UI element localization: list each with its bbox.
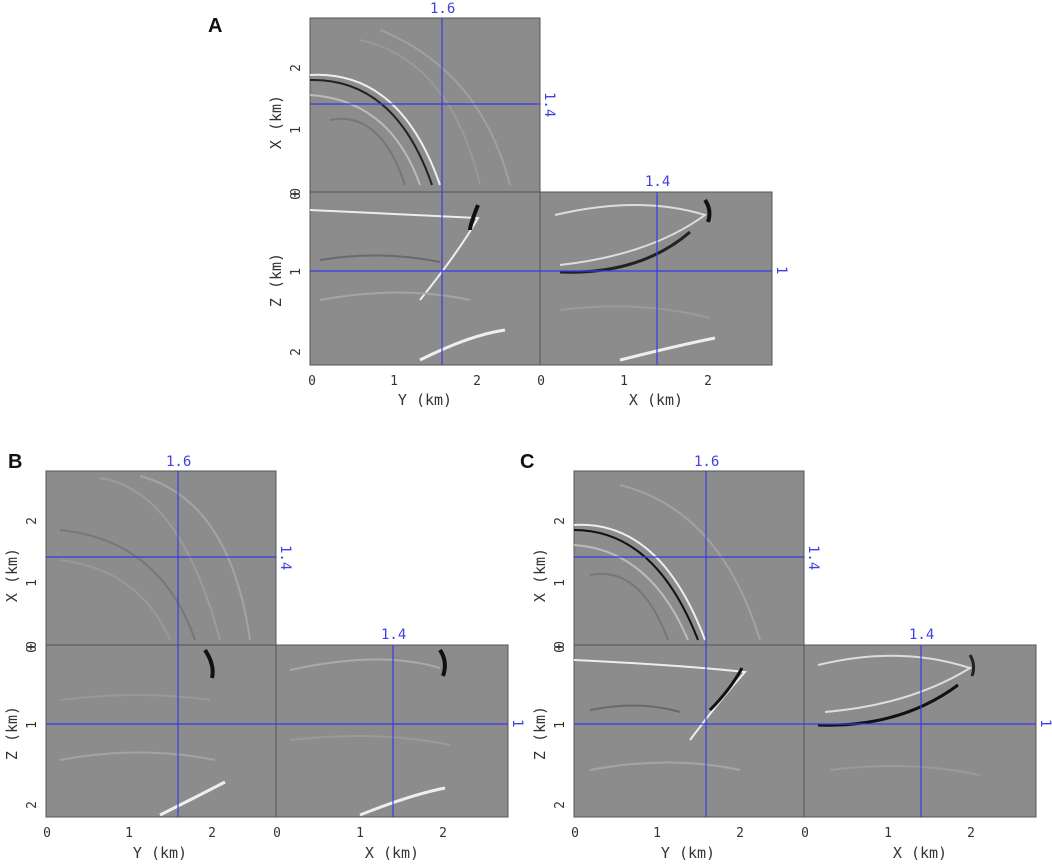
panel-b-tick-x-2: 2	[25, 517, 40, 525]
panel-a-x-axis-label: X (km)	[267, 95, 285, 149]
panel-c-tick-z-0: 0	[553, 645, 568, 653]
panel-a-slice-label-right-bottom: 1	[773, 266, 789, 274]
panel-b-front-wavefronts	[59, 648, 226, 817]
panel-a-tick-x-0: 0	[289, 188, 304, 196]
panel-c-top-slice	[573, 470, 805, 646]
panel-a-slice-label-right-top: 1.4	[541, 92, 557, 117]
panel-b-top-wavefronts	[59, 475, 251, 641]
panel-a-tick-xb-1: 1	[620, 374, 628, 389]
panel-c-tick-y-0: 0	[571, 826, 579, 841]
panel-a-top-wavefronts	[309, 29, 511, 186]
panel-b-tick-z-2: 2	[25, 801, 40, 809]
panel-a-x-axis-label-bottom: X (km)	[629, 391, 683, 409]
panel-a-tick-x-1: 1	[289, 126, 304, 134]
panel-b-y-axis-label: Y (km)	[133, 844, 187, 862]
panel-a-front-slice	[309, 191, 541, 366]
panel-a-y-axis-label: Y (km)	[398, 391, 452, 409]
panel-b-tick-y-0: 0	[43, 826, 51, 841]
panel-c-y-axis-label: Y (km)	[661, 844, 715, 862]
panel-a-tick-y-0: 0	[308, 374, 316, 389]
panel-c-tick-y-1: 1	[653, 826, 661, 841]
panel-a-slice-label-top: 1.6	[430, 1, 455, 17]
panel-b-tick-xb-2: 2	[439, 826, 447, 841]
panel-b-tick-xb-1: 1	[356, 826, 364, 841]
panel-a-tick-z-1: 1	[289, 268, 304, 276]
panel-letter-c: C	[520, 451, 534, 473]
panel-b: B 1.6 1.4 1 1.4 2 1	[3, 451, 525, 862]
panel-a-tick-y-1: 1	[390, 374, 398, 389]
panel-a-z-axis-label: Z (km)	[267, 253, 285, 307]
panel-b-tick-z-1: 1	[25, 721, 40, 729]
panel-a-tick-x-2: 2	[289, 64, 304, 72]
panel-a-tick-z-0: 0	[289, 192, 304, 200]
panel-b-slice-label-top: 1.6	[166, 454, 191, 470]
panel-c-slice-label-top: 1.6	[694, 454, 719, 470]
panel-c-slice-label-front-top: 1.4	[909, 627, 934, 643]
panel-b-side-slice	[275, 644, 509, 818]
panel-c-tick-x-0: 0	[553, 641, 568, 649]
panel-b-slice-label-right-top: 1.4	[277, 545, 293, 570]
panel-c-tick-z-2: 2	[553, 801, 568, 809]
panel-a-tick-y-2: 2	[473, 374, 481, 389]
panel-c-tick-xb-0: 0	[801, 826, 809, 841]
panel-b-top-slice	[45, 470, 277, 646]
panel-c-front-slice	[573, 644, 805, 818]
panel-b-tick-y-1: 1	[125, 826, 133, 841]
panel-c-tick-xb-2: 2	[967, 826, 975, 841]
panel-c-side-slice	[803, 644, 1037, 818]
panel-c-front-wavefronts	[573, 659, 748, 771]
panel-a-tick-z-2: 2	[289, 348, 304, 356]
panel-c-tick-z-1: 1	[553, 721, 568, 729]
panel-b-z-axis-label: Z (km)	[3, 706, 21, 760]
panel-c: C 1.6 1.4 1 1.4 2	[520, 451, 1052, 862]
panel-a-front-wavefronts	[309, 204, 506, 362]
panel-a-side-wavefronts	[554, 198, 716, 362]
panel-letter-a: A	[208, 15, 222, 37]
panel-b-tick-y-2: 2	[208, 826, 216, 841]
panel-c-tick-xb-1: 1	[884, 826, 892, 841]
panel-a-slice-label-front-top: 1.4	[645, 174, 670, 190]
panel-c-x-axis-label: X (km)	[531, 548, 549, 602]
panel-b-tick-x-0: 0	[25, 641, 40, 649]
panel-b-slice-label-front-top: 1.4	[381, 627, 406, 643]
panel-c-z-axis-label: Z (km)	[531, 706, 549, 760]
panel-b-slice-label-right-bottom: 1	[509, 719, 525, 727]
panel-c-slice-label-right-top: 1.4	[805, 545, 821, 570]
panel-letter-b: B	[8, 451, 22, 473]
panel-c-tick-x-2: 2	[553, 517, 568, 525]
panel-b-front-slice	[45, 644, 277, 818]
panel-b-x-axis-label-bottom: X (km)	[365, 844, 419, 862]
panel-b-side-wavefronts	[289, 648, 451, 817]
panel-b-x-axis-label: X (km)	[3, 548, 21, 602]
panel-b-tick-x-1: 1	[25, 579, 40, 587]
panel-c-slice-label-right-bottom: 1	[1037, 719, 1052, 727]
panel-c-tick-y-2: 2	[736, 826, 744, 841]
panel-a-top-slice	[309, 17, 541, 193]
panel-b-tick-z-0: 0	[25, 645, 40, 653]
panel-a-tick-xb-0: 0	[537, 374, 545, 389]
panel-a-tick-xb-2: 2	[704, 374, 712, 389]
panel-a: A	[208, 1, 789, 409]
panel-c-x-axis-label-bottom: X (km)	[893, 844, 947, 862]
panel-c-side-wavefronts	[817, 654, 981, 776]
panel-b-tick-xb-0: 0	[273, 826, 281, 841]
panel-c-tick-x-1: 1	[553, 579, 568, 587]
panel-a-side-slice	[539, 191, 773, 366]
